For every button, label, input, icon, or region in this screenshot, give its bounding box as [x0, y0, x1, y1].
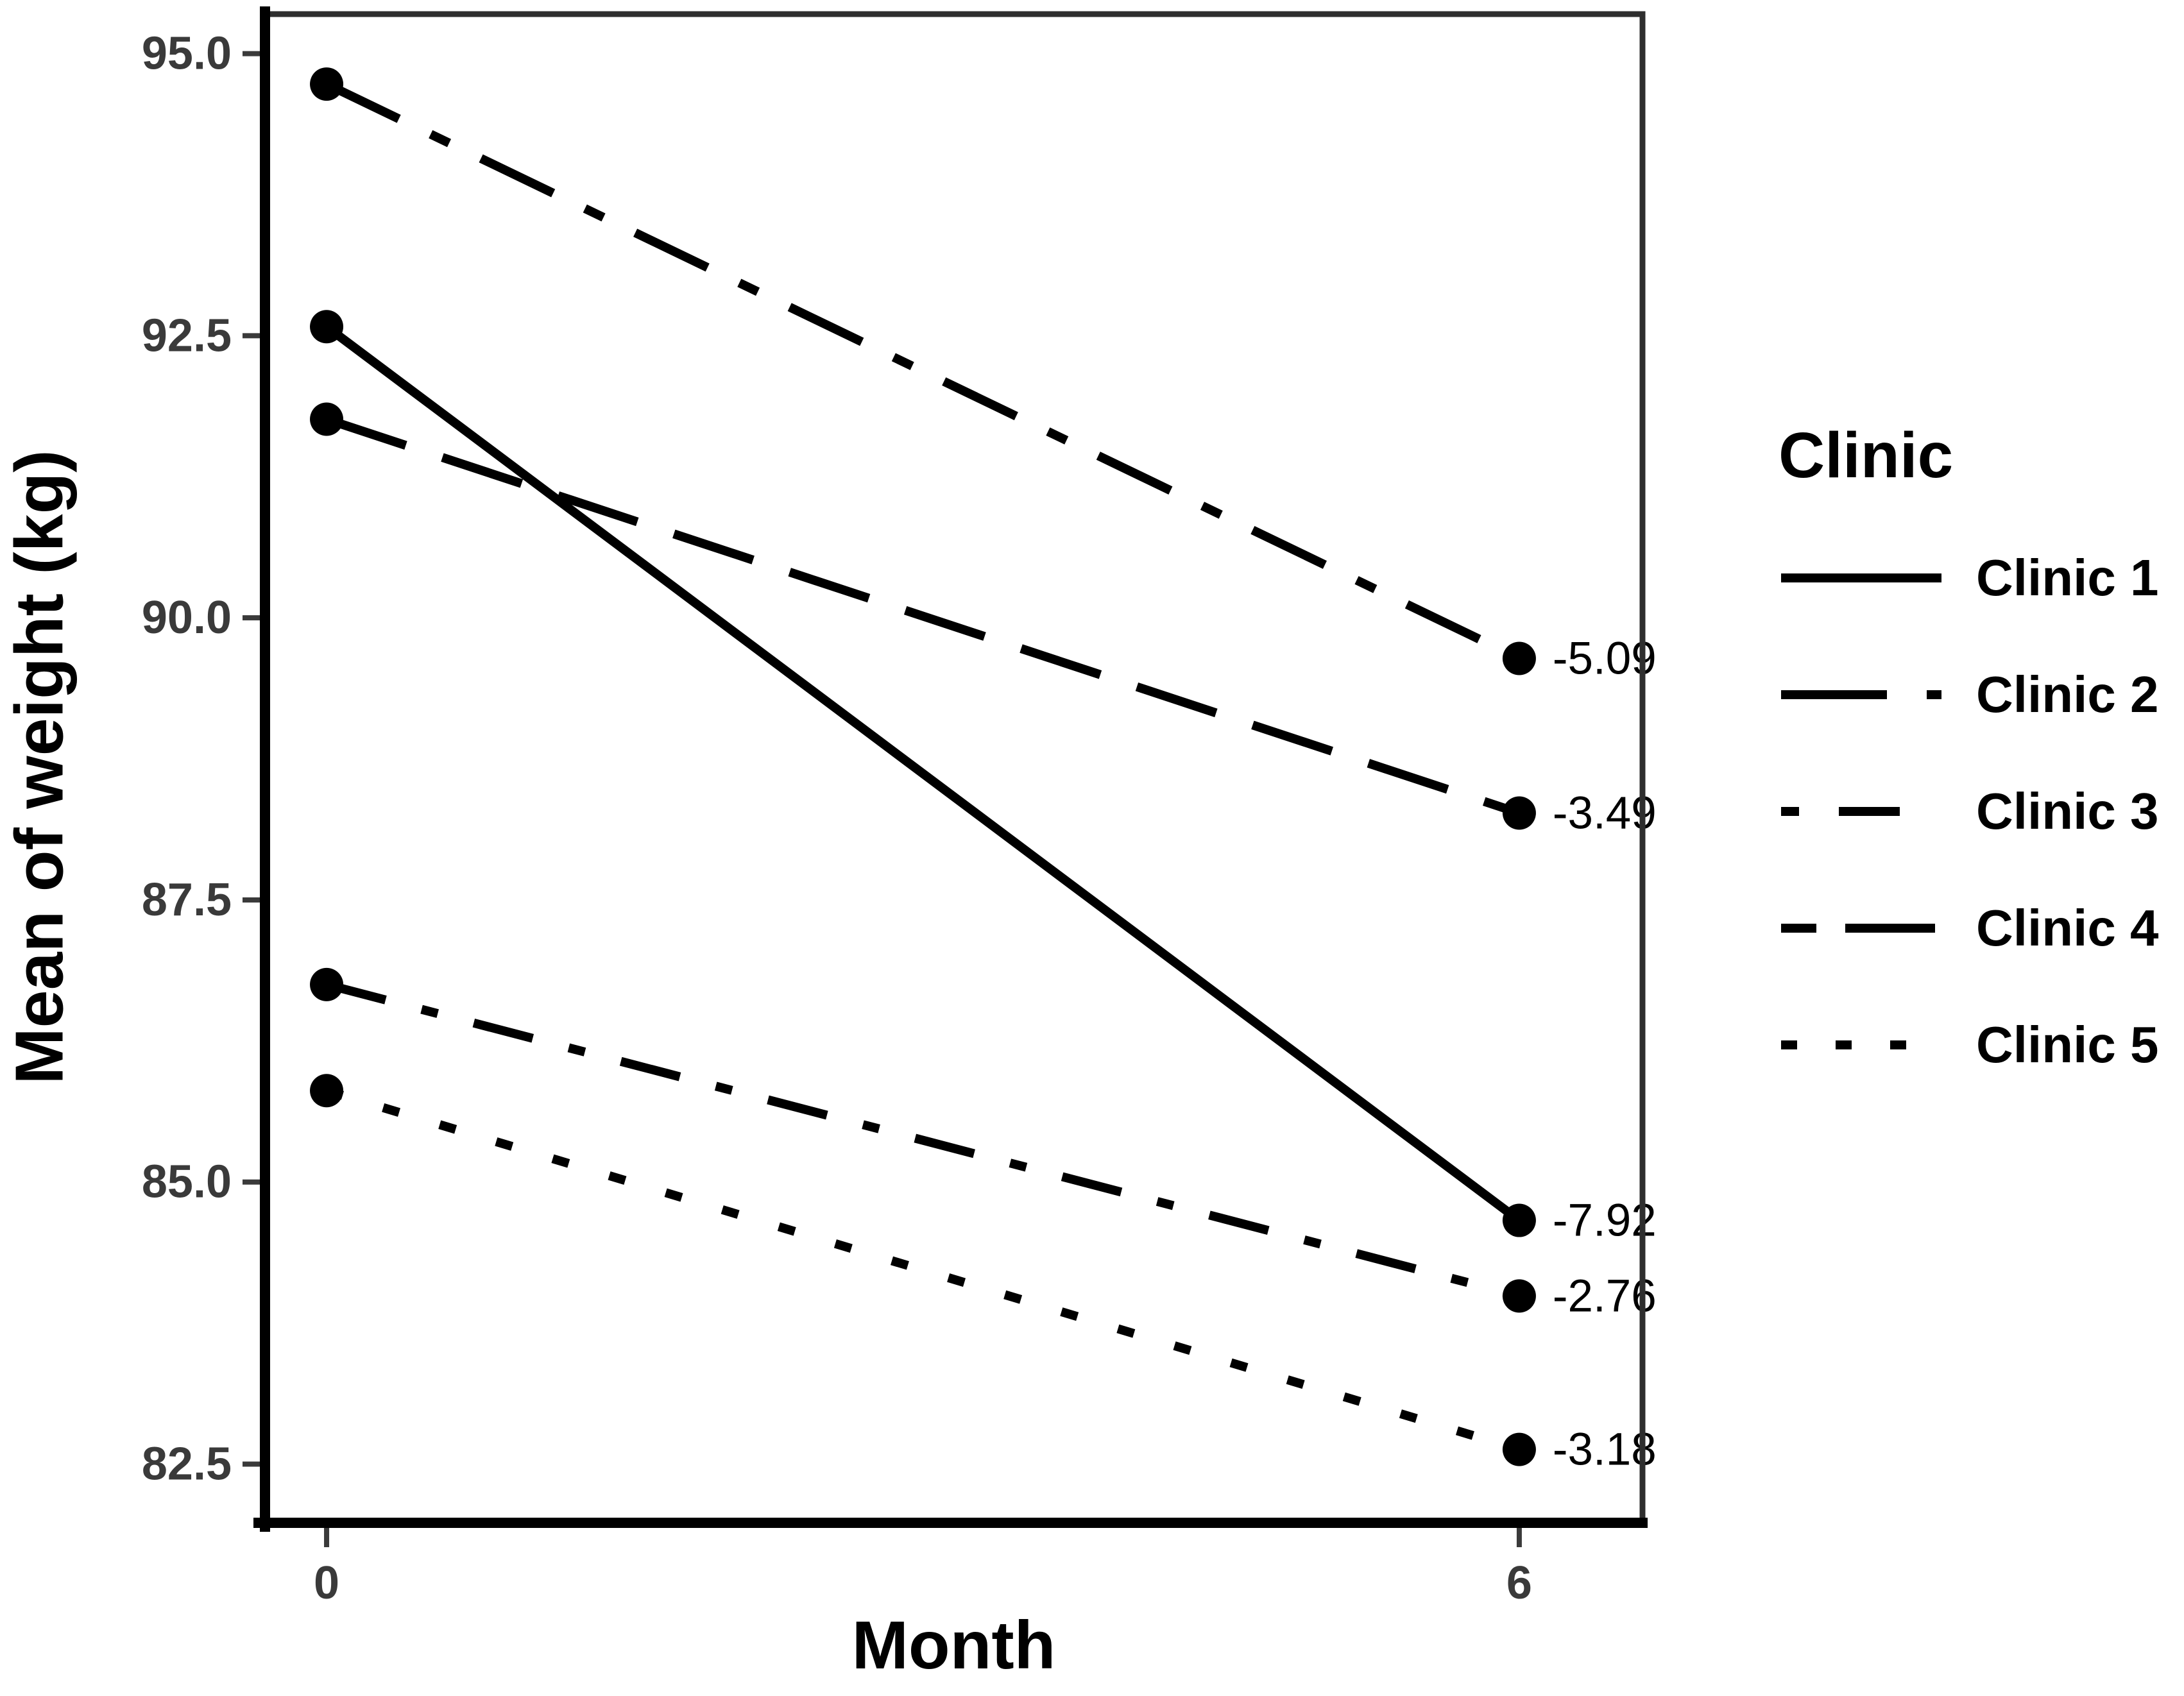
change-annotation-clinic-4: -3.49 [1553, 788, 1657, 838]
legend-key-clinic-3-line-icon [1781, 807, 1941, 816]
change-annotation-clinic-2: -5.09 [1553, 633, 1657, 684]
legend-item-clinic-3: Clinic 3 [1779, 753, 2159, 870]
y-axis-tick-label: 92.5 [142, 310, 232, 361]
legend-item-clinic-1: Clinic 1 [1779, 520, 2159, 636]
series-line-clinic-4 [325, 414, 1521, 818]
series-line-clinic-3 [325, 980, 1521, 1301]
legend-label-clinic-2: Clinic 2 [1976, 666, 2159, 723]
change-annotation-clinic-1: -7.92 [1553, 1196, 1657, 1246]
legend-key-clinic-4-line-icon [1781, 924, 1941, 933]
y-axis-tick-label: 85.0 [142, 1157, 232, 1208]
legend-item-clinic-5: Clinic 5 [1779, 987, 2159, 1103]
change-annotation-clinic-5: -3.18 [1553, 1425, 1657, 1475]
plot-panel: 95.0 92.5 90.0 87.5 85.0 82.5 0 6 -7.92 -5.09 -2.7… [142, 6, 1657, 1609]
data-point-clinic-5 [1502, 1432, 1536, 1466]
series-line-clinic-1 [323, 323, 1523, 1225]
legend-label-clinic-5: Clinic 5 [1976, 1016, 2159, 1073]
legend-items: Clinic 1 Clinic 2 Clinic 3 Clinic 4 [1779, 520, 2159, 1103]
y-axis-title: Mean of weight (kg) [1, 450, 78, 1085]
legend-item-clinic-4: Clinic 4 [1779, 870, 2159, 987]
change-annotation-clinic-3: -2.76 [1553, 1271, 1657, 1321]
data-point-clinic-3 [310, 967, 344, 1001]
legend-item-clinic-2: Clinic 2 [1779, 636, 2159, 753]
legend-title: Clinic [1779, 420, 1954, 491]
y-axis-tick-label: 95.0 [142, 28, 232, 80]
data-point-clinic-1 [1502, 1203, 1536, 1237]
data-point-clinic-3 [1502, 1279, 1536, 1313]
x-axis-tick-label: 0 [314, 1557, 339, 1609]
data-point-clinic-2 [1502, 641, 1536, 675]
x-axis-title: Month [851, 1607, 1056, 1683]
y-axis-tick-label: 82.5 [142, 1439, 232, 1490]
data-point-clinic-4 [310, 402, 344, 436]
data-point-clinic-1 [310, 310, 344, 344]
data-point-clinic-4 [1502, 796, 1536, 830]
panel-border [262, 11, 1646, 1526]
x-axis-tick-label: 6 [1506, 1557, 1532, 1609]
legend-key-clinic-5-line-icon [1781, 1040, 1941, 1049]
legend-key-clinic-2-line-icon [1781, 690, 1941, 699]
y-axis-tick-label: 90.0 [142, 592, 232, 643]
series-line-clinic-2 [325, 80, 1521, 663]
legend-label-clinic-1: Clinic 1 [1976, 549, 2159, 606]
data-point-clinic-2 [310, 67, 344, 101]
legend-key-clinic-1-line-icon [1781, 573, 1941, 582]
data-point-clinic-5 [310, 1074, 344, 1108]
legend: Clinic Clinic 1 Clinic 2 Clinic 3 [1779, 423, 2159, 1103]
y-axis-tick-label: 87.5 [142, 874, 232, 926]
legend-label-clinic-3: Clinic 3 [1976, 783, 2159, 840]
legend-label-clinic-4: Clinic 4 [1976, 899, 2159, 956]
